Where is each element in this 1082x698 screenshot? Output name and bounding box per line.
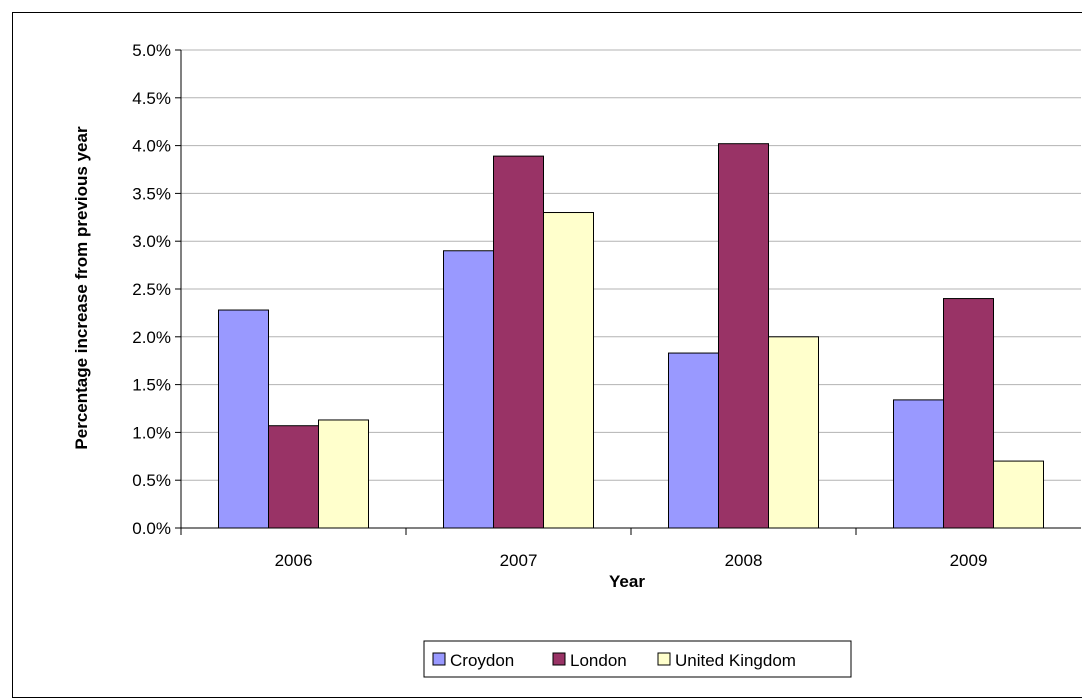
x-tick-label: 2007: [500, 551, 538, 570]
y-tick-label: 3.0%: [132, 232, 171, 251]
bar-croydon-2006: [218, 309, 269, 529]
y-tick-label: 0.0%: [132, 519, 171, 538]
bar-london-2008: [718, 143, 769, 529]
bar-united-kingdom-2009: [993, 460, 1044, 529]
bar-london-2009: [943, 298, 994, 529]
legend-label-london: London: [570, 651, 627, 670]
bar-london-2007: [493, 155, 544, 529]
y-tick-label: 4.0%: [132, 137, 171, 156]
x-tick-label: 2009: [950, 551, 988, 570]
y-tick-label: 1.0%: [132, 423, 171, 442]
x-axis-ticks: 2006 2007 2008 2009: [275, 551, 988, 570]
axes: [175, 49, 1081, 535]
y-axis-ticks: 0.0% 0.5% 1.0% 1.5% 2.0% 2.5% 3.0% 3.5% 4.0% 4.5%…: [132, 41, 171, 538]
y-tick-label: 2.0%: [132, 328, 171, 347]
bars: [218, 143, 1044, 529]
bar-croydon-2008: [668, 352, 719, 529]
legend-swatch-london: [552, 652, 566, 666]
legend: Croydon London United Kingdom: [423, 640, 852, 678]
y-tick-label: 1.5%: [132, 376, 171, 395]
bar-united-kingdom-2007: [543, 212, 594, 529]
bar-united-kingdom-2006: [318, 419, 369, 529]
bar-croydon-2007: [443, 250, 494, 529]
y-tick-label: 3.5%: [132, 184, 171, 203]
legend-box: [423, 640, 852, 678]
bar-london-2006: [268, 425, 319, 529]
y-axis-title: Percentage increase from previous year: [72, 126, 91, 450]
y-tick-label: 5.0%: [132, 41, 171, 60]
x-tick-label: 2008: [725, 551, 763, 570]
legend-swatch-united-kingdom: [657, 652, 671, 666]
y-tick-label: 4.5%: [132, 89, 171, 108]
y-tick-label: 0.5%: [132, 471, 171, 490]
bar-united-kingdom-2008: [768, 336, 819, 529]
x-axis-title: Year: [609, 572, 645, 591]
legend-swatch-croydon: [432, 652, 446, 666]
y-tick-label: 2.5%: [132, 280, 171, 299]
bar-croydon-2009: [893, 399, 944, 529]
legend-label-united-kingdom: United Kingdom: [675, 651, 796, 670]
x-tick-label: 2006: [275, 551, 313, 570]
legend-label-croydon: Croydon: [450, 651, 514, 670]
